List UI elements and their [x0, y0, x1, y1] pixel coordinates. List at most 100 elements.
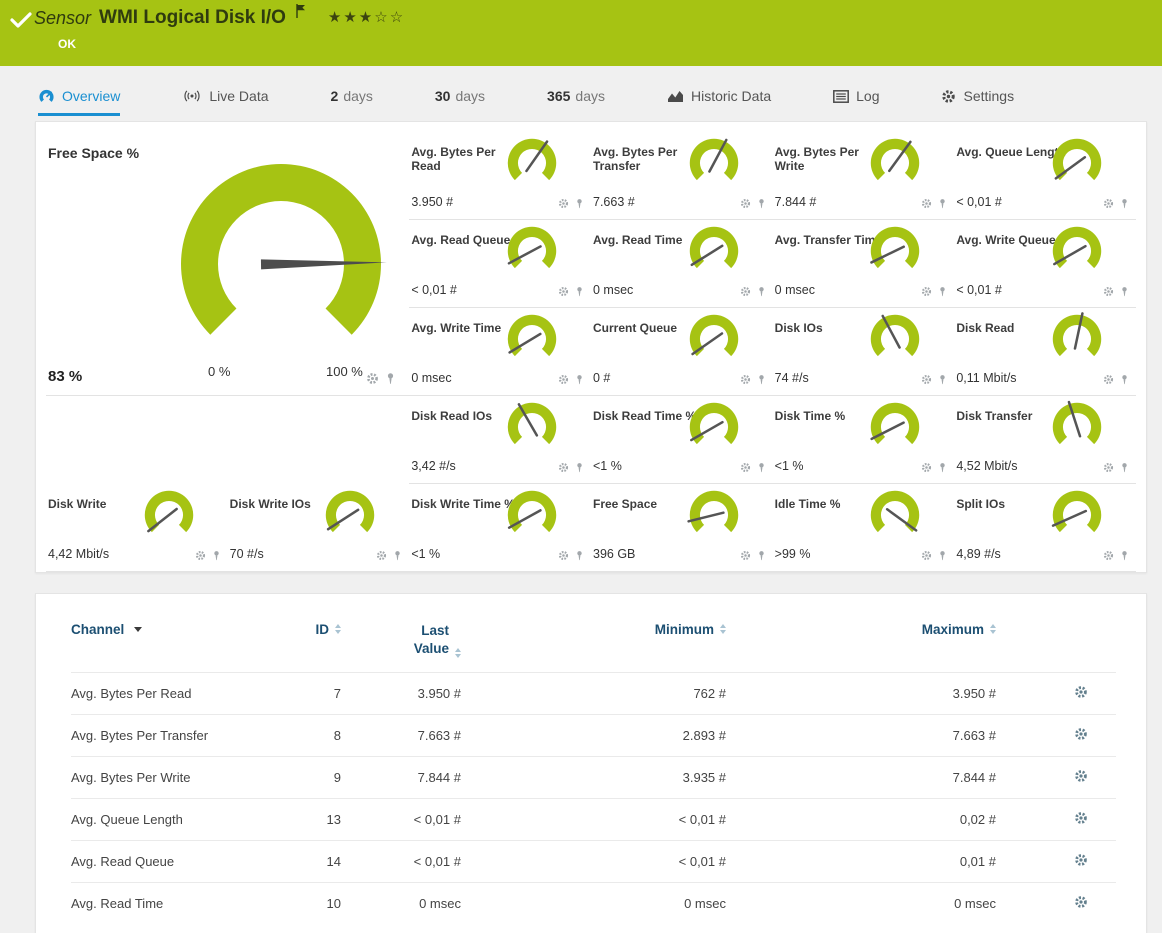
- gauge-pin-icon[interactable]: [937, 462, 948, 473]
- gauge-free-space: Free Space 396 GB: [591, 484, 773, 572]
- chart-icon: [667, 89, 684, 103]
- gauge-settings-gear-icon[interactable]: [921, 462, 932, 473]
- gauge-settings-gear-icon[interactable]: [740, 286, 751, 297]
- gauge-settings-gear-icon[interactable]: [1103, 550, 1114, 561]
- gauge-value: <1 %: [411, 547, 441, 561]
- column-header-maximum: Maximum: [921, 622, 984, 637]
- gauge-pin-icon[interactable]: [756, 198, 767, 209]
- channel-settings-gear-icon[interactable]: [1074, 895, 1088, 909]
- sort-toggle-icon[interactable]: [335, 624, 341, 634]
- gauge-title: Avg. Queue Length: [956, 145, 1066, 159]
- gauge-settings-gear-icon[interactable]: [366, 372, 379, 385]
- channel-minimum: 2.893 #: [461, 714, 726, 757]
- channel-last-value: 0 msec: [341, 882, 461, 925]
- gauge-pin-icon[interactable]: [211, 550, 222, 561]
- gauge-title: Disk Read IOs: [411, 409, 493, 423]
- tab-overview[interactable]: Overview: [38, 88, 121, 116]
- gauge-settings-gear-icon[interactable]: [740, 198, 751, 209]
- channel-settings-gear-icon[interactable]: [1074, 769, 1088, 783]
- tab-2-days[interactable]: 2 days: [331, 88, 373, 113]
- gauge-settings-gear-icon[interactable]: [1103, 374, 1114, 385]
- gauge-settings-gear-icon[interactable]: [740, 374, 751, 385]
- gauge-icon: [38, 88, 55, 104]
- gauge-pin-icon[interactable]: [756, 462, 767, 473]
- gauge-max-label: 100 %: [326, 364, 363, 379]
- gauge-pin-icon[interactable]: [1119, 462, 1130, 473]
- gauge-disk-transfer: Disk Transfer 4,52 Mbit/s: [954, 396, 1136, 484]
- gauge-settings-gear-icon[interactable]: [558, 198, 569, 209]
- tab-live-data[interactable]: Live Data: [182, 88, 269, 113]
- tab-label: Settings: [963, 88, 1015, 104]
- gauge-title: Disk Read Time %: [593, 409, 697, 423]
- channel-settings-gear-icon[interactable]: [1074, 853, 1088, 867]
- tab-settings[interactable]: Settings: [941, 88, 1014, 113]
- sensor-header: Sensor WMI Logical Disk I/O ★★★☆☆ OK: [0, 0, 1162, 66]
- gauge-pin-icon[interactable]: [937, 550, 948, 561]
- gauge-pin-icon[interactable]: [937, 374, 948, 385]
- channel-gauge: [507, 314, 557, 357]
- gauge-pin-icon[interactable]: [574, 286, 585, 297]
- gauge-pin-icon[interactable]: [756, 550, 767, 561]
- channel-settings-gear-icon[interactable]: [1074, 685, 1088, 699]
- channel-last-value: < 0,01 #: [341, 798, 461, 841]
- gauge-settings-gear-icon[interactable]: [921, 286, 932, 297]
- gauge-pin-icon[interactable]: [574, 374, 585, 385]
- gauge-settings-gear-icon[interactable]: [921, 550, 932, 561]
- gauge-pin-icon[interactable]: [756, 374, 767, 385]
- tab-historic-data[interactable]: Historic Data: [667, 88, 771, 113]
- channel-table-row: Avg. Queue Length 13 < 0,01 # < 0,01 # 0…: [71, 798, 1116, 841]
- tab-log[interactable]: Log: [833, 88, 879, 113]
- channel-gauge: [326, 490, 375, 533]
- gauge-disk-ios: Disk IOs 74 #/s: [772, 308, 955, 396]
- gauge-settings-gear-icon[interactable]: [1103, 462, 1114, 473]
- gauge-settings-gear-icon[interactable]: [558, 374, 569, 385]
- gauge-settings-gear-icon[interactable]: [558, 462, 569, 473]
- gauge-pin-icon[interactable]: [937, 198, 948, 209]
- gauge-settings-gear-icon[interactable]: [558, 286, 569, 297]
- channel-gauge: [1052, 138, 1102, 181]
- column-header-last-value: Last Value: [413, 623, 449, 657]
- tab-label: Log: [856, 88, 880, 104]
- channel-settings-gear-icon[interactable]: [1074, 727, 1088, 741]
- gauge-settings-gear-icon[interactable]: [1103, 198, 1114, 209]
- gauge-settings-gear-icon[interactable]: [740, 550, 751, 561]
- gauge-pin-icon[interactable]: [1119, 286, 1130, 297]
- gauge-settings-gear-icon[interactable]: [195, 550, 206, 561]
- gauge-settings-gear-icon[interactable]: [740, 462, 751, 473]
- gauge-settings-gear-icon[interactable]: [1103, 286, 1114, 297]
- column-header-id: ID: [315, 622, 330, 637]
- priority-flag-icon: [296, 3, 306, 23]
- free-space-gauge: [181, 163, 387, 335]
- gauge-pin-icon[interactable]: [1119, 550, 1130, 561]
- gauge-pin-icon[interactable]: [392, 550, 403, 561]
- channel-settings-gear-icon[interactable]: [1074, 811, 1088, 825]
- sort-toggle-icon[interactable]: [990, 624, 996, 634]
- gauge-settings-gear-icon[interactable]: [558, 550, 569, 561]
- gauge-avg-write-queue: Avg. Write Queue < 0,01 #: [954, 220, 1136, 308]
- gauge-pin-icon[interactable]: [1119, 198, 1130, 209]
- gauge-pin-icon[interactable]: [1119, 374, 1130, 385]
- channel-last-value: < 0,01 #: [341, 840, 461, 883]
- channel-minimum: 0 msec: [461, 882, 726, 925]
- gauge-pin-icon[interactable]: [384, 372, 397, 385]
- priority-stars[interactable]: ★★★☆☆: [327, 9, 406, 26]
- gauge-settings-gear-icon[interactable]: [921, 374, 932, 385]
- tab-30-days[interactable]: 30 days: [435, 88, 485, 113]
- gauge-pin-icon[interactable]: [756, 286, 767, 297]
- channel-gauge: [1052, 226, 1102, 269]
- channel-id: 7: [266, 672, 341, 715]
- channel-id: 13: [266, 798, 341, 841]
- sort-toggle-icon[interactable]: [455, 648, 461, 659]
- gauge-settings-gear-icon[interactable]: [376, 550, 387, 561]
- gauge-pin-icon[interactable]: [574, 550, 585, 561]
- sort-toggle-icon[interactable]: [720, 624, 726, 634]
- gauge-pin-icon[interactable]: [574, 462, 585, 473]
- gauge-title: Disk Read: [956, 321, 1015, 335]
- tab-365-days[interactable]: 365 days: [547, 88, 605, 113]
- gauge-pin-icon[interactable]: [574, 198, 585, 209]
- channel-table-row: Avg. Read Queue 14 < 0,01 # < 0,01 # 0,0…: [71, 840, 1116, 883]
- gauge-settings-gear-icon[interactable]: [921, 198, 932, 209]
- channel-gauge: [689, 138, 738, 181]
- channel-filter-caret-icon[interactable]: [134, 627, 143, 632]
- gauge-pin-icon[interactable]: [937, 286, 948, 297]
